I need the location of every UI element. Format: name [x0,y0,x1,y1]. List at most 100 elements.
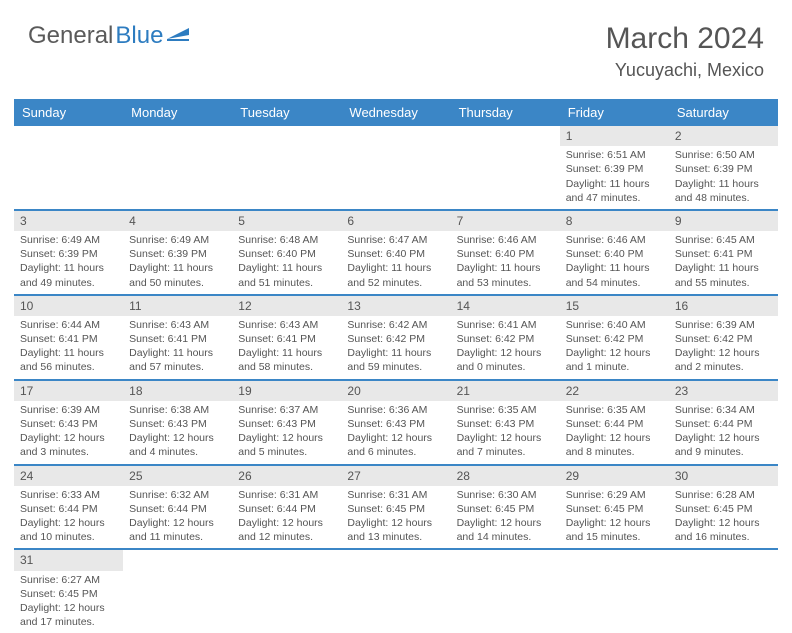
detail-line: and 15 minutes. [566,530,663,544]
day-cell: 25Sunrise: 6:32 AMSunset: 6:44 PMDayligh… [123,466,232,549]
day-number: 7 [451,211,560,231]
detail-line: Sunset: 6:39 PM [675,162,772,176]
day-number: 10 [14,296,123,316]
detail-line: and 58 minutes. [238,360,335,374]
day-number: 30 [669,466,778,486]
day-details: Sunrise: 6:44 AMSunset: 6:41 PMDaylight:… [14,316,123,379]
detail-line: and 9 minutes. [675,445,772,459]
day-details: Sunrise: 6:37 AMSunset: 6:43 PMDaylight:… [232,401,341,464]
detail-line: Sunrise: 6:48 AM [238,233,335,247]
detail-line: Sunset: 6:42 PM [347,332,444,346]
detail-line: Daylight: 12 hours [20,601,117,615]
detail-line: Sunset: 6:45 PM [20,587,117,601]
day-details: Sunrise: 6:45 AMSunset: 6:41 PMDaylight:… [669,231,778,294]
detail-line: and 56 minutes. [20,360,117,374]
detail-line: Daylight: 12 hours [129,431,226,445]
day-cell: 9Sunrise: 6:45 AMSunset: 6:41 PMDaylight… [669,211,778,294]
day-header-row: Sunday Monday Tuesday Wednesday Thursday… [14,99,778,126]
detail-line: and 11 minutes. [129,530,226,544]
detail-line: Daylight: 11 hours [129,346,226,360]
detail-line: Sunset: 6:40 PM [347,247,444,261]
detail-line: Sunrise: 6:33 AM [20,488,117,502]
day-cell: 21Sunrise: 6:35 AMSunset: 6:43 PMDayligh… [451,381,560,464]
day-details: Sunrise: 6:46 AMSunset: 6:40 PMDaylight:… [451,231,560,294]
week-row: 17Sunrise: 6:39 AMSunset: 6:43 PMDayligh… [14,381,778,466]
detail-line: Sunrise: 6:46 AM [457,233,554,247]
detail-line: and 17 minutes. [20,615,117,629]
detail-line: and 59 minutes. [347,360,444,374]
detail-line: and 7 minutes. [457,445,554,459]
day-cell: 29Sunrise: 6:29 AMSunset: 6:45 PMDayligh… [560,466,669,549]
day-header: Saturday [669,99,778,126]
day-cell: 8Sunrise: 6:46 AMSunset: 6:40 PMDaylight… [560,211,669,294]
detail-line: Sunrise: 6:30 AM [457,488,554,502]
day-cell [232,550,341,633]
detail-line: and 12 minutes. [238,530,335,544]
day-cell: 20Sunrise: 6:36 AMSunset: 6:43 PMDayligh… [341,381,450,464]
day-number: 22 [560,381,669,401]
day-cell: 13Sunrise: 6:42 AMSunset: 6:42 PMDayligh… [341,296,450,379]
detail-line: Daylight: 11 hours [238,261,335,275]
day-number: 15 [560,296,669,316]
detail-line: and 4 minutes. [129,445,226,459]
detail-line: and 6 minutes. [347,445,444,459]
detail-line: and 57 minutes. [129,360,226,374]
day-cell: 28Sunrise: 6:30 AMSunset: 6:45 PMDayligh… [451,466,560,549]
detail-line: Sunrise: 6:47 AM [347,233,444,247]
detail-line: Daylight: 12 hours [457,516,554,530]
day-number: 9 [669,211,778,231]
location: Yucuyachi, Mexico [606,60,764,81]
day-number: 16 [669,296,778,316]
day-cell: 10Sunrise: 6:44 AMSunset: 6:41 PMDayligh… [14,296,123,379]
day-number: 13 [341,296,450,316]
detail-line: Sunset: 6:43 PM [457,417,554,431]
detail-line: Daylight: 12 hours [347,431,444,445]
day-cell [14,126,123,209]
day-number: 18 [123,381,232,401]
day-cell: 23Sunrise: 6:34 AMSunset: 6:44 PMDayligh… [669,381,778,464]
detail-line: Daylight: 11 hours [566,177,663,191]
detail-line: Daylight: 12 hours [457,431,554,445]
detail-line: and 2 minutes. [675,360,772,374]
day-details: Sunrise: 6:33 AMSunset: 6:44 PMDaylight:… [14,486,123,549]
detail-line: Sunrise: 6:34 AM [675,403,772,417]
day-cell [451,550,560,633]
title-block: March 2024 Yucuyachi, Mexico [606,22,764,81]
day-number: 5 [232,211,341,231]
day-details: Sunrise: 6:35 AMSunset: 6:43 PMDaylight:… [451,401,560,464]
day-cell [341,126,450,209]
day-cell [669,550,778,633]
day-number: 20 [341,381,450,401]
detail-line: Sunset: 6:40 PM [566,247,663,261]
detail-line: Sunrise: 6:37 AM [238,403,335,417]
detail-line: and 1 minute. [566,360,663,374]
detail-line: and 3 minutes. [20,445,117,459]
day-cell: 1Sunrise: 6:51 AMSunset: 6:39 PMDaylight… [560,126,669,209]
detail-line: Daylight: 12 hours [675,431,772,445]
day-details: Sunrise: 6:27 AMSunset: 6:45 PMDaylight:… [14,571,123,633]
detail-line: Sunset: 6:43 PM [347,417,444,431]
detail-line: Sunset: 6:39 PM [20,247,117,261]
detail-line: Sunrise: 6:49 AM [129,233,226,247]
day-cell: 6Sunrise: 6:47 AMSunset: 6:40 PMDaylight… [341,211,450,294]
detail-line: Sunset: 6:40 PM [238,247,335,261]
detail-line: Sunrise: 6:43 AM [238,318,335,332]
detail-line: Sunset: 6:41 PM [20,332,117,346]
day-number: 14 [451,296,560,316]
day-cell: 24Sunrise: 6:33 AMSunset: 6:44 PMDayligh… [14,466,123,549]
logo: GeneralBlue [28,22,193,50]
detail-line: Sunrise: 6:38 AM [129,403,226,417]
detail-line: and 52 minutes. [347,276,444,290]
day-number: 21 [451,381,560,401]
detail-line: Sunset: 6:44 PM [566,417,663,431]
detail-line: Sunset: 6:43 PM [20,417,117,431]
day-number: 28 [451,466,560,486]
day-cell: 15Sunrise: 6:40 AMSunset: 6:42 PMDayligh… [560,296,669,379]
day-details: Sunrise: 6:36 AMSunset: 6:43 PMDaylight:… [341,401,450,464]
day-details: Sunrise: 6:50 AMSunset: 6:39 PMDaylight:… [669,146,778,209]
day-details: Sunrise: 6:40 AMSunset: 6:42 PMDaylight:… [560,316,669,379]
week-row: 10Sunrise: 6:44 AMSunset: 6:41 PMDayligh… [14,296,778,381]
day-header: Wednesday [341,99,450,126]
day-number: 25 [123,466,232,486]
detail-line: Sunrise: 6:39 AM [20,403,117,417]
